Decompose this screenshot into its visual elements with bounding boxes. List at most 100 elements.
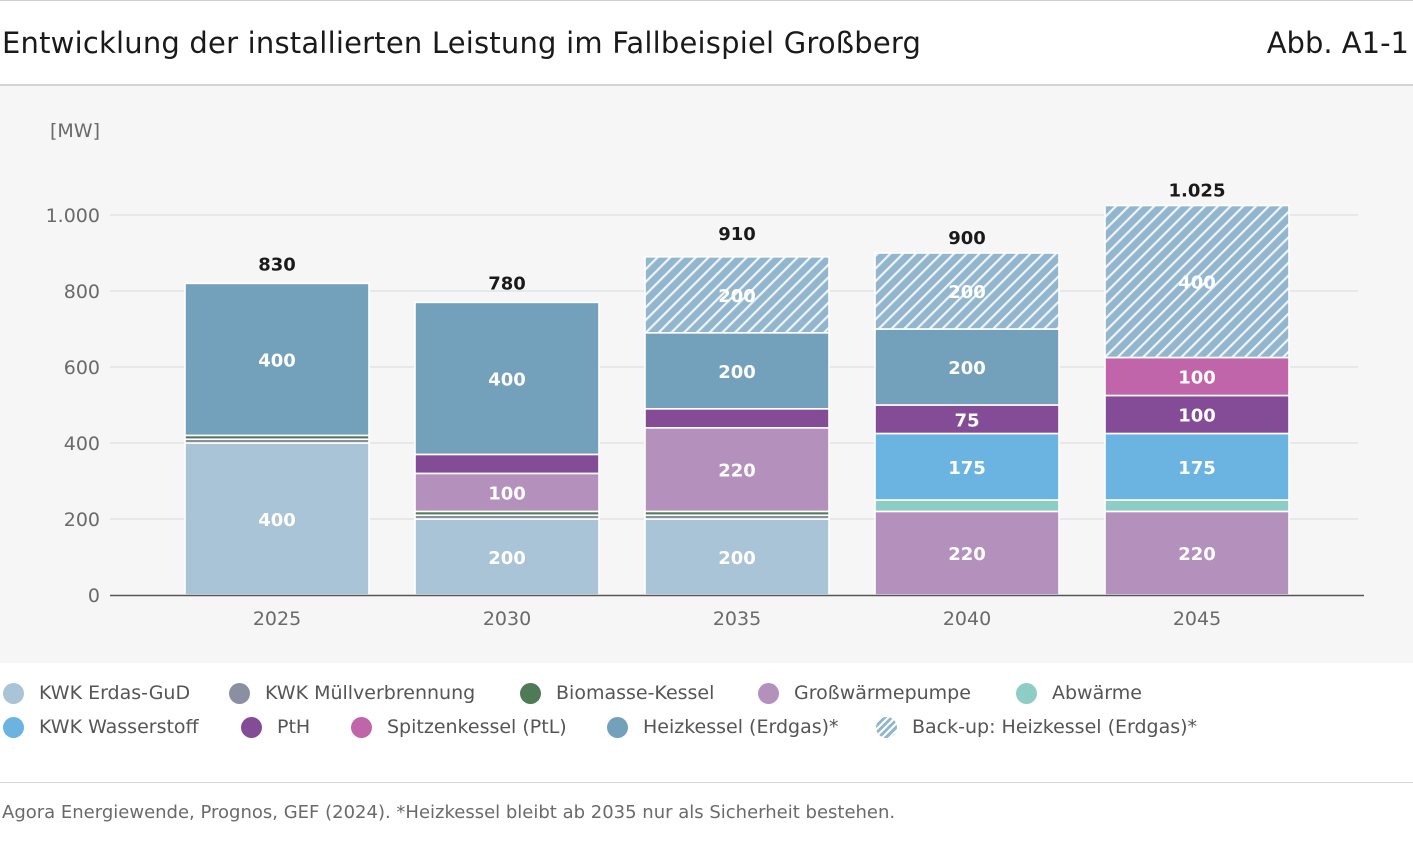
total-label: 830: [258, 255, 296, 276]
total-label: 910: [718, 224, 756, 245]
bar-group-2045: 220 175 100 100 400 1.025: [1104, 181, 1290, 596]
legend-label: KWK Müllverbrennung: [265, 682, 476, 704]
legend-item: KWK Müllverbrennung: [229, 682, 475, 704]
chart-title: Entwicklung der installierten Leistung i…: [2, 26, 922, 60]
bar-segment: [1104, 394, 1290, 435]
data-label: 400: [1178, 273, 1216, 294]
data-label: 200: [718, 548, 756, 569]
legend-label: KWK Erdas-GuD: [39, 682, 191, 704]
bar-segment: [644, 426, 830, 513]
legend-swatch: [241, 716, 262, 738]
bar-segment: [184, 282, 370, 437]
data-label: 200: [948, 282, 986, 303]
legend-swatch: [876, 716, 897, 738]
y-tick-label: 600: [64, 357, 100, 379]
legend-item: KWK Wasserstoff: [3, 716, 199, 738]
data-label: 75: [954, 410, 979, 431]
bar-segment: [874, 252, 1060, 330]
legend-item: Großwärmepumpe: [758, 682, 971, 704]
y-tick-label: 200: [64, 509, 100, 531]
legend-swatch: [3, 682, 24, 704]
bar-segment: [1104, 204, 1290, 359]
legend-swatch: [3, 716, 24, 738]
bar-segment: [874, 510, 1060, 596]
x-tick-label: 2040: [943, 608, 991, 630]
total-label: 780: [488, 274, 526, 295]
x-tick-label: 2045: [1173, 608, 1221, 630]
bar-group-2030: 200 100 400 780: [414, 274, 600, 596]
legend-label: Großwärmepumpe: [794, 682, 971, 704]
legend-label: Heizkessel (Erdgas)*: [643, 716, 839, 738]
legend-label: Back-up: Heizkessel (Erdgas)*: [912, 716, 1198, 738]
data-label: 400: [258, 350, 296, 371]
data-label: 100: [488, 483, 526, 504]
data-label: 200: [718, 362, 756, 383]
legend-item: Heizkessel (Erdgas)*: [607, 716, 839, 738]
legend-item: KWK Erdas-GuD: [3, 682, 190, 704]
legend-swatch: [607, 716, 628, 738]
y-axis-ticks: 0 200 400 600 800 1.000: [46, 205, 100, 607]
data-label: 100: [1178, 368, 1216, 389]
figure-header: Entwicklung der installierten Leistung i…: [0, 0, 1413, 86]
legend-swatch: [758, 682, 779, 704]
bar-segment: [1104, 510, 1290, 596]
data-label: 200: [718, 286, 756, 307]
legend-label: KWK Wasserstoff: [39, 716, 199, 738]
data-label: 200: [948, 358, 986, 379]
total-label: 1.025: [1169, 181, 1226, 202]
bars: 400 400 830 200 100 400 780 200 220 200 200 910 220 1…: [184, 181, 1290, 596]
x-axis-ticks: 2025 2030 2035 2040 2045: [110, 594, 1364, 630]
data-label: 100: [1178, 406, 1216, 427]
total-label: 900: [948, 228, 986, 249]
bar-segment: [414, 301, 600, 456]
source-note: Agora Energiewende, Prognos, GEF (2024).…: [2, 802, 896, 823]
data-label: 220: [1178, 544, 1216, 565]
legend-item: Biomasse-Kessel: [520, 682, 714, 704]
legend-label: Spitzenkessel (PtL): [387, 716, 567, 738]
legend: KWK Erdas-GuD KWK Müllverbrennung Biomasse…: [0, 663, 1413, 783]
y-tick-label: 1.000: [46, 205, 100, 227]
data-label: 220: [948, 544, 986, 565]
legend-swatch: [1016, 682, 1037, 704]
bar-group-2035: 200 220 200 200 910: [644, 224, 830, 596]
legend-label: Abwärme: [1052, 682, 1142, 704]
legend-item: PtH: [241, 716, 310, 738]
data-label: 400: [488, 369, 526, 390]
legend-swatch: [229, 682, 250, 704]
bar-segment: [874, 499, 1060, 513]
x-tick-label: 2035: [713, 608, 761, 630]
bar-segment: [644, 256, 830, 334]
bar-segment: [1104, 356, 1290, 397]
bar-segment: [874, 404, 1060, 435]
y-axis-unit-label: [MW]: [50, 120, 100, 142]
chart-area: [MW] 0 200 400 600 800 1.000 400 400 830 200 100 4…: [0, 86, 1413, 663]
y-tick-label: 0: [88, 585, 100, 607]
data-label: 175: [948, 458, 986, 479]
data-label: 220: [718, 461, 756, 482]
legend-label: Biomasse-Kessel: [556, 682, 715, 704]
bar-segment: [644, 332, 830, 410]
bar-segment: [644, 407, 830, 429]
legend-label: PtH: [277, 716, 311, 738]
y-tick-label: 400: [64, 433, 100, 455]
x-tick-label: 2030: [483, 608, 531, 630]
x-tick-label: 2025: [253, 608, 301, 630]
legend-swatch: [520, 682, 541, 704]
bar-group-2040: 220 175 75 200 200 900: [874, 228, 1060, 596]
figure-id: Abb. A1-1: [1266, 26, 1409, 60]
data-label: 200: [488, 548, 526, 569]
legend-item: Spitzenkessel (PtL): [351, 716, 567, 738]
top-rule: [0, 0, 1413, 1]
bar-segment: [414, 453, 600, 475]
bar-group-2025: 400 400 830: [184, 255, 370, 596]
legend-swatch: [351, 716, 372, 738]
legend-item: Abwärme: [1016, 682, 1142, 704]
bar-segment: [1104, 499, 1290, 513]
bar-segment: [184, 442, 370, 596]
data-label: 400: [258, 510, 296, 531]
bar-segment: [874, 432, 1060, 501]
footer-rule: [0, 782, 1413, 783]
data-label: 175: [1178, 458, 1216, 479]
y-tick-label: 800: [64, 281, 100, 303]
